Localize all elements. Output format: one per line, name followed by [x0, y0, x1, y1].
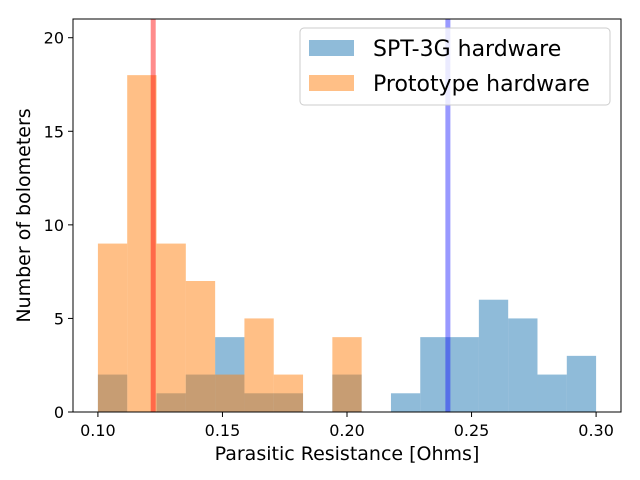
x-tick-label: 0.30	[578, 421, 614, 440]
legend-frame	[299, 27, 611, 106]
histogram-bar-spt3g-16	[566, 355, 597, 412]
y-tick-label: 5	[54, 309, 64, 328]
x-tick-label: 0.15	[205, 421, 241, 440]
x-axis-ticks: 0.10 0.15 0.20 0.25 0.30	[80, 412, 614, 440]
y-tick-label: 10	[44, 216, 64, 235]
histogram-bar-prototype-3	[185, 281, 216, 412]
x-tick-label: 0.20	[329, 421, 365, 440]
histogram-bar-prototype-1	[127, 75, 157, 412]
histogram-bar-prototype-4	[215, 374, 245, 412]
x-axis-label: Parasitic Resistance [Ohms]	[215, 443, 480, 465]
y-axis-ticks: 0 5 10 15 20	[44, 29, 73, 422]
histogram-bar-prototype-5	[244, 318, 274, 412]
legend-label-spt3g: SPT-3G hardware	[373, 37, 561, 62]
x-tick-label: 0.10	[80, 421, 116, 440]
histogram-bar-spt3g-15	[537, 374, 567, 412]
histogram-bar-spt3g-12	[449, 337, 479, 412]
histogram-bar-spt3g-11	[420, 337, 450, 412]
legend-swatch-spt3g	[309, 40, 354, 56]
bars-layer	[97, 75, 597, 412]
legend-label-prototype: Prototype hardware	[373, 72, 590, 97]
histogram-bar-prototype-0	[97, 243, 128, 412]
histogram-bar-prototype-2	[156, 243, 186, 412]
x-tick-label: 0.25	[454, 421, 490, 440]
histogram-bar-spt3g-10	[390, 393, 421, 412]
y-tick-label: 15	[44, 122, 64, 141]
histogram-bar-spt3g-13	[478, 299, 509, 412]
histogram-bar-spt3g-14	[508, 318, 538, 412]
histogram-bar-prototype-6	[273, 374, 304, 412]
legend-swatch-prototype	[309, 75, 354, 91]
histogram-bar-prototype-8	[332, 337, 362, 412]
y-tick-label: 0	[54, 403, 64, 422]
y-tick-label: 20	[44, 29, 64, 48]
y-axis-label: Number of bolometers	[13, 108, 35, 322]
legend: SPT-3G hardware Prototype hardware	[299, 27, 611, 106]
